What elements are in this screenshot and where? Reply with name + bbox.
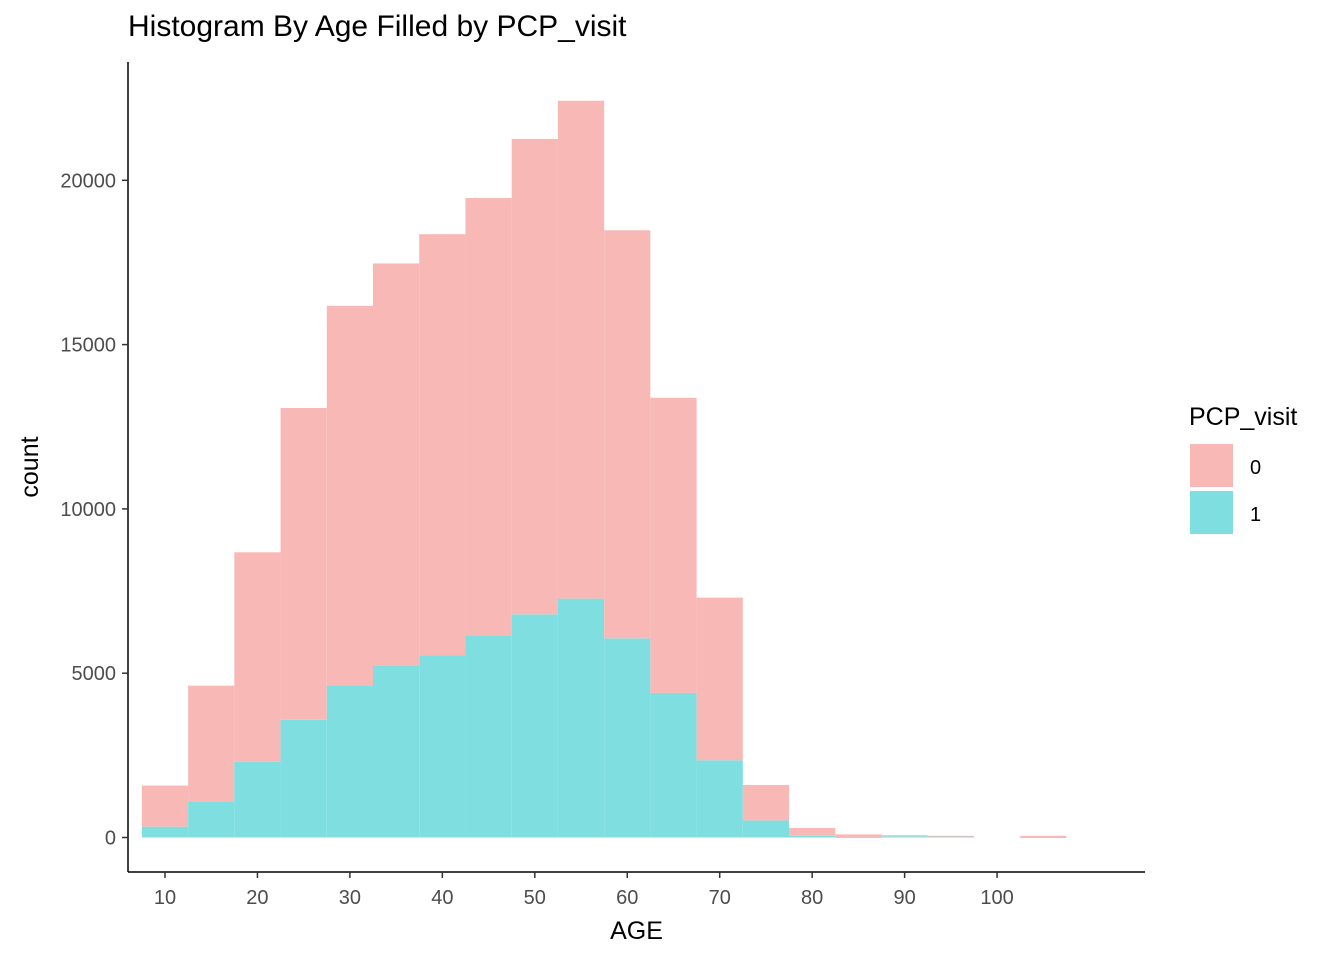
legend-label-0: 0 (1250, 457, 1261, 479)
bar-pcp-0-bin-10 (604, 230, 651, 639)
bar-pcp-0-bin-4 (326, 305, 374, 686)
bar-pcp-0-bin-1 (188, 685, 235, 802)
bar-pcp-1-bin-13 (742, 820, 790, 838)
bar-pcp-0-bin-7 (465, 198, 512, 636)
bar-pcp-1-bin-15 (835, 837, 882, 838)
bar-pcp-0-bin-17 (927, 835, 974, 837)
chart-title: Histogram By Age Filled by PCP_visit (128, 10, 627, 43)
y-tick-label: 20000 (60, 170, 116, 192)
y-tick-label: 10000 (60, 499, 116, 521)
bar-pcp-1-bin-12 (696, 760, 743, 838)
legend-key-0 (1190, 444, 1233, 487)
x-tick-label: 80 (801, 887, 823, 909)
bar-pcp-1-bin-8 (511, 614, 558, 838)
y-axis-ticks: 0 5000 10000 15000 20000 (60, 170, 128, 849)
bar-pcp-0-bin-19 (1020, 835, 1067, 838)
bar-pcp-1-bin-19 (1020, 837, 1067, 838)
x-tick-label: 20 (246, 887, 268, 909)
x-axis-title: AGE (610, 917, 663, 945)
bar-pcp-1-bin-0 (141, 826, 189, 838)
bar-pcp-1-bin-9 (557, 598, 605, 838)
y-tick-label: 0 (105, 827, 116, 849)
bar-pcp-1-bin-11 (650, 692, 697, 838)
x-axis-ticks: 10 20 30 40 50 60 70 80 90 100 (154, 872, 1014, 909)
bar-pcp-1-bin-6 (419, 655, 466, 838)
bar-pcp-0-bin-8 (511, 138, 558, 615)
legend-title: PCP_visit (1189, 403, 1297, 431)
bar-pcp-0-bin-6 (419, 234, 466, 656)
legend-label-1: 1 (1250, 504, 1261, 526)
y-tick-label: 15000 (60, 335, 116, 357)
bar-pcp-0-bin-2 (234, 552, 281, 762)
y-axis-title: count (16, 436, 44, 497)
bar-pcp-1-bin-4 (326, 685, 374, 838)
bar-pcp-0-bin-0 (141, 785, 189, 827)
bar-pcp-1-bin-16 (881, 836, 928, 838)
bar-pcp-0-bin-3 (280, 408, 327, 720)
x-tick-label: 100 (980, 887, 1013, 909)
x-tick-label: 60 (616, 887, 638, 909)
bar-pcp-1-bin-7 (465, 635, 512, 838)
bar-pcp-0-bin-15 (835, 834, 882, 838)
x-tick-label: 70 (709, 887, 731, 909)
x-tick-label: 30 (339, 887, 361, 909)
legend: PCP_visit 0 1 (1189, 403, 1297, 534)
bar-pcp-1-bin-17 (927, 836, 974, 838)
bar-pcp-0-bin-16 (881, 835, 928, 837)
bars-layer (141, 100, 1067, 838)
x-tick-label: 10 (154, 887, 176, 909)
bar-pcp-1-bin-14 (789, 835, 836, 838)
bar-pcp-1-bin-3 (280, 719, 327, 838)
bar-pcp-1-bin-5 (373, 665, 420, 838)
bar-pcp-1-bin-1 (188, 801, 235, 838)
bar-pcp-0-bin-12 (696, 597, 743, 761)
bar-pcp-0-bin-9 (557, 100, 605, 599)
bar-pcp-1-bin-10 (604, 638, 651, 838)
x-tick-label: 40 (431, 887, 453, 909)
bar-pcp-0-bin-11 (650, 397, 697, 693)
bar-pcp-0-bin-14 (789, 827, 836, 836)
bar-pcp-0-bin-5 (373, 263, 420, 666)
legend-key-1 (1190, 491, 1233, 534)
y-tick-label: 5000 (72, 663, 117, 685)
bar-pcp-0-bin-13 (742, 784, 790, 821)
x-tick-label: 50 (524, 887, 546, 909)
x-tick-label: 90 (893, 887, 915, 909)
bar-pcp-1-bin-2 (234, 761, 281, 838)
